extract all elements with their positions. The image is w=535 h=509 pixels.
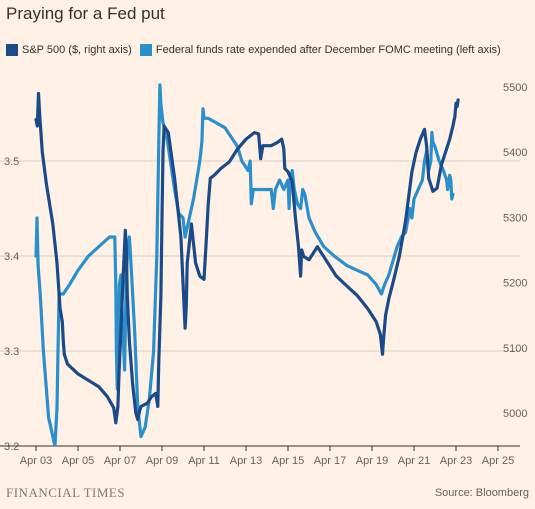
x-axis-tick-label: Apr 21 xyxy=(398,455,430,467)
x-axis-tick-label: Apr 19 xyxy=(356,455,388,467)
right-axis-tick-label: 5100 xyxy=(503,343,527,355)
right-axis-tick-label: 5000 xyxy=(503,408,527,420)
series-line-sp500 xyxy=(34,91,460,425)
legend-label-sp500: S&P 500 ($, right axis) xyxy=(22,44,132,56)
left-axis-tick-label: 3.3 xyxy=(4,346,19,358)
x-axis-tick-label: Apr 17 xyxy=(314,455,346,467)
x-axis-tick-label: Apr 15 xyxy=(272,455,304,467)
legend-label-fed-funds: Federal funds rate expended after Decemb… xyxy=(155,44,501,56)
right-axis-tick-label: 5200 xyxy=(503,278,527,290)
x-axis-tick-label: Apr 09 xyxy=(146,455,178,467)
source-note: Source: Bloomberg xyxy=(434,487,529,499)
x-axis-tick-label: Apr 11 xyxy=(188,455,220,467)
grid-layer xyxy=(0,160,520,447)
left-axis-tick-label: 3.2 xyxy=(4,441,19,453)
x-axis-tick-label: Apr 23 xyxy=(440,455,472,467)
left-axis-tick-label: 3.4 xyxy=(4,251,19,263)
legend: S&P 500 ($, right axis) Federal funds ra… xyxy=(6,44,509,56)
legend-item-sp500: S&P 500 ($, right axis) xyxy=(6,44,132,56)
right-axis-tick-label: 5500 xyxy=(503,82,527,94)
x-axis-tick-label: Apr 05 xyxy=(62,455,94,467)
series-line-fed-funds xyxy=(34,83,455,446)
x-axis-tick-label: Apr 13 xyxy=(230,455,262,467)
series-layer xyxy=(34,83,460,446)
left-axis-tick-label: 3.5 xyxy=(4,156,19,168)
legend-swatch-sp500 xyxy=(6,44,18,56)
x-axis-tick-label: Apr 03 xyxy=(20,455,52,467)
chart-title: Praying for a Fed put xyxy=(6,4,165,23)
right-axis-tick-label: 5300 xyxy=(503,212,527,224)
x-axis-tick-label: Apr 07 xyxy=(104,455,136,467)
ft-brand-logo: FINANCIAL TIMES xyxy=(6,485,126,500)
axis-layer: 3.2 3.3 3.4 3.5 5000 5100 5200 5300 5400 5500 Apr … xyxy=(0,82,527,467)
legend-swatch-fed-funds xyxy=(139,44,152,56)
x-axis-tick-label: Apr 25 xyxy=(482,455,514,467)
legend-item-fed-funds: Federal funds rate expended after Decemb… xyxy=(139,44,501,56)
right-axis-tick-label: 5400 xyxy=(503,147,527,159)
